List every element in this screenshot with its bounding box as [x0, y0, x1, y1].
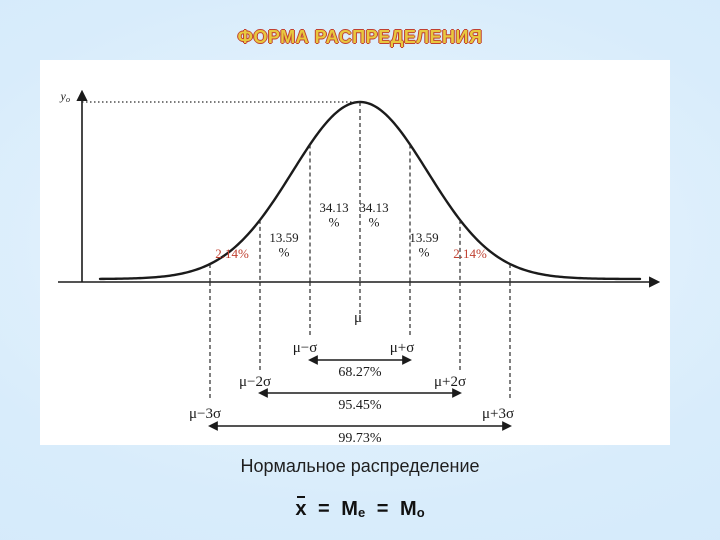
equation-me: Me: [341, 498, 365, 520]
svg-text:34.13%: 34.13%: [319, 200, 348, 229]
svg-text:μ−3σ: μ−3σ: [189, 406, 221, 422]
svg-text:13.59%: 13.59%: [409, 230, 438, 259]
page-title-text: ФОРМА РАСПРЕДЕЛЕНИЯ: [238, 27, 483, 47]
svg-text:13.59%: 13.59%: [269, 230, 298, 259]
svg-text:2.14%: 2.14%: [453, 246, 487, 261]
chart-caption: Нормальное распределение: [0, 456, 720, 477]
page-title: ФОРМА РАСПРЕДЕЛЕНИЯ: [0, 27, 720, 48]
svg-text:μ−σ: μ−σ: [293, 340, 318, 356]
svg-text:95.45%: 95.45%: [338, 398, 382, 413]
svg-text:2.14%: 2.14%: [215, 246, 249, 261]
svg-text:μ+3σ: μ+3σ: [482, 406, 514, 422]
svg-text:μ: μ: [354, 310, 362, 326]
equation-eq2: =: [377, 498, 389, 520]
equation: x = Me = Mo: [0, 498, 720, 521]
chart-caption-text: Нормальное распределение: [240, 456, 479, 476]
equation-eq1: =: [318, 498, 330, 520]
svg-text:99.73%: 99.73%: [338, 431, 382, 445]
svg-text:yo: yo: [59, 89, 70, 104]
equation-mo: Mo: [400, 498, 425, 520]
svg-text:μ+σ: μ+σ: [390, 340, 415, 356]
svg-text:μ−2σ: μ−2σ: [239, 374, 271, 390]
normal-distribution-chart: yo μ−3σ μ−2σ μ−σ μ μ+σ μ+2σ μ+3σ 34.13% 34.13% 13.…: [40, 60, 670, 445]
equation-xbar: x: [295, 498, 306, 521]
svg-text:34.13%: 34.13%: [359, 200, 388, 229]
svg-text:68.27%: 68.27%: [338, 365, 382, 380]
svg-text:μ+2σ: μ+2σ: [434, 374, 466, 390]
